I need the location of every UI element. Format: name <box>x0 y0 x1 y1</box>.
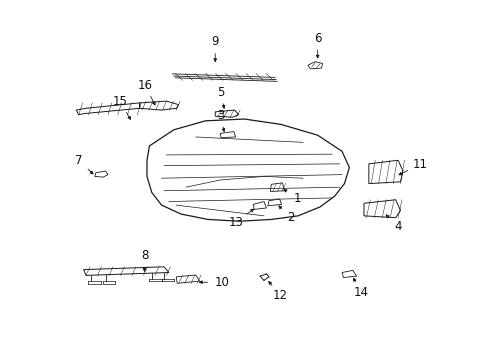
Text: 9: 9 <box>211 35 219 49</box>
Text: 6: 6 <box>313 32 321 45</box>
Text: 16: 16 <box>137 79 152 92</box>
Text: 12: 12 <box>272 289 287 302</box>
Text: 1: 1 <box>293 192 300 206</box>
Text: 14: 14 <box>353 286 368 299</box>
Text: 10: 10 <box>215 276 229 289</box>
Text: 4: 4 <box>393 220 401 233</box>
Text: 11: 11 <box>412 158 427 171</box>
Text: 2: 2 <box>286 211 294 224</box>
Text: 8: 8 <box>141 249 148 262</box>
Text: 13: 13 <box>228 216 243 229</box>
Text: 5: 5 <box>216 86 224 99</box>
Text: 3: 3 <box>216 109 224 122</box>
Text: 15: 15 <box>113 95 127 108</box>
Text: 7: 7 <box>75 154 82 167</box>
